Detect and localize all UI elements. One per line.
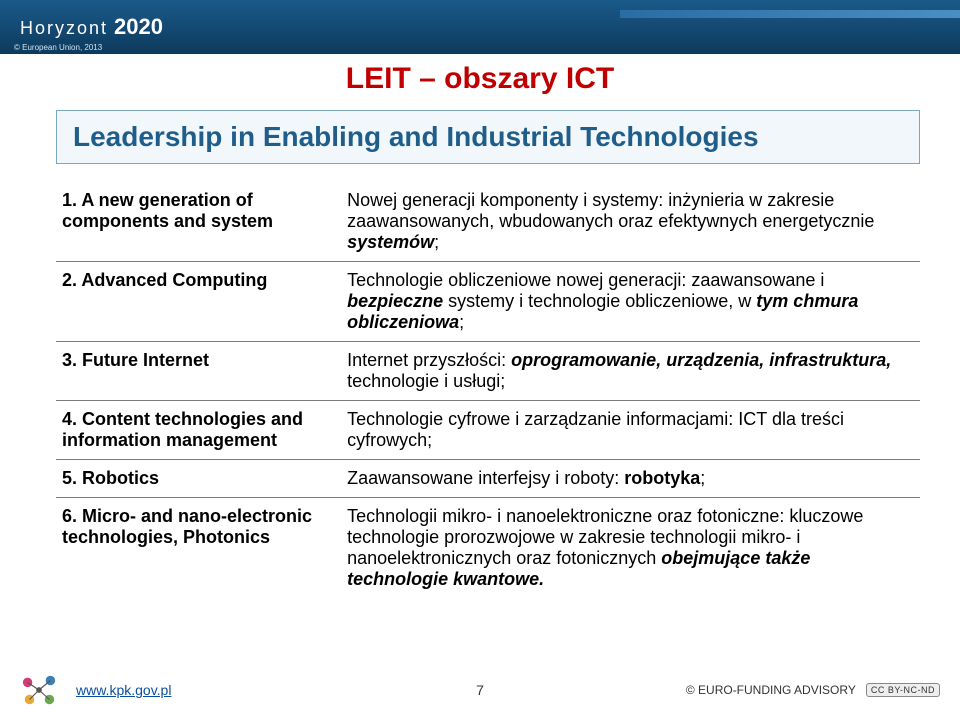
row-heading: 5. Robotics	[56, 460, 341, 498]
row-heading: 2. Advanced Computing	[56, 262, 341, 342]
header-accent-bar	[620, 10, 960, 18]
subtitle-box: Leadership in Enabling and Industrial Te…	[56, 110, 920, 164]
row-description: Nowej generacji komponenty i systemy: in…	[341, 182, 920, 262]
table-row: 3. Future InternetInternet przyszłości: …	[56, 342, 920, 401]
content-table: 1. A new generation of components and sy…	[56, 182, 920, 598]
row-description: Technologie obliczeniowe nowej generacji…	[341, 262, 920, 342]
row-heading: 3. Future Internet	[56, 342, 341, 401]
row-heading: 6. Micro- and nano-electronic technologi…	[56, 498, 341, 599]
footer-link[interactable]: www.kpk.gov.pl	[76, 682, 171, 698]
cc-license-badge: CC BY-NC-ND	[866, 683, 940, 697]
kpk-logo-icon	[20, 671, 58, 709]
eu-copyright: © European Union, 2013	[14, 43, 102, 52]
table-row: 2. Advanced ComputingTechnologie oblicze…	[56, 262, 920, 342]
footer-right: © EURO-FUNDING ADVISORY CC BY-NC-ND	[510, 683, 940, 697]
table-row: 6. Micro- and nano-electronic technologi…	[56, 498, 920, 599]
table-row: 5. RoboticsZaawansowane interfejsy i rob…	[56, 460, 920, 498]
row-description: Technologii mikro- i nanoelektroniczne o…	[341, 498, 920, 599]
row-heading: 1. A new generation of components and sy…	[56, 182, 341, 262]
header-bar: Horyzont 2020 © European Union, 2013	[0, 0, 960, 54]
row-description: Zaawansowane interfejsy i roboty: roboty…	[341, 460, 920, 498]
advisory-credit: © EURO-FUNDING ADVISORY	[686, 683, 856, 697]
page-number: 7	[450, 682, 510, 698]
subtitle-text: Leadership in Enabling and Industrial Te…	[73, 121, 903, 153]
logo-year: 2020	[114, 14, 163, 40]
footer-left: www.kpk.gov.pl	[20, 671, 450, 709]
table-row: 4. Content technologies and information …	[56, 401, 920, 460]
slide-title-area: LEIT – obszary ICT	[0, 54, 960, 110]
row-heading: 4. Content technologies and information …	[56, 401, 341, 460]
footer: www.kpk.gov.pl 7 © EURO-FUNDING ADVISORY…	[0, 668, 960, 716]
row-description: Technologie cyfrowe i zarządzanie inform…	[341, 401, 920, 460]
program-logo: Horyzont 2020	[20, 14, 163, 40]
table-row: 1. A new generation of components and sy…	[56, 182, 920, 262]
row-description: Internet przyszłości: oprogramowanie, ur…	[341, 342, 920, 401]
slide-title: LEIT – obszary ICT	[0, 62, 960, 96]
logo-word: Horyzont	[20, 18, 108, 39]
